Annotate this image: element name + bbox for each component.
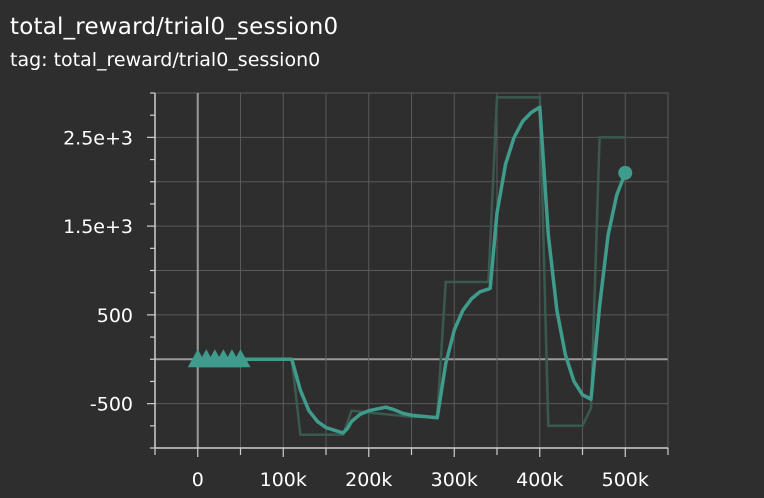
series-end-point[interactable]	[618, 165, 633, 180]
y-tick-label: 1.5e+3	[63, 216, 133, 238]
x-tick-label: 500k	[602, 469, 649, 491]
series-raw-line	[197, 96, 626, 436]
chart-title: total_reward/trial0_session0	[10, 14, 339, 40]
x-tick-label: 300k	[431, 469, 478, 491]
y-tick-label: -500	[90, 394, 133, 416]
x-tick-label: 100k	[260, 469, 307, 491]
y-tick-label: 2.5e+3	[63, 127, 133, 149]
series-smoothed-line	[196, 105, 628, 435]
chart-subtitle: tag: total_reward/trial0_session0	[10, 49, 321, 71]
y-tick-label: 500	[97, 305, 133, 327]
triangle-marker	[230, 349, 251, 368]
x-tick-label: 0	[192, 469, 204, 491]
x-tick-label: 200k	[345, 469, 392, 491]
x-tick-label: 400k	[516, 469, 563, 491]
